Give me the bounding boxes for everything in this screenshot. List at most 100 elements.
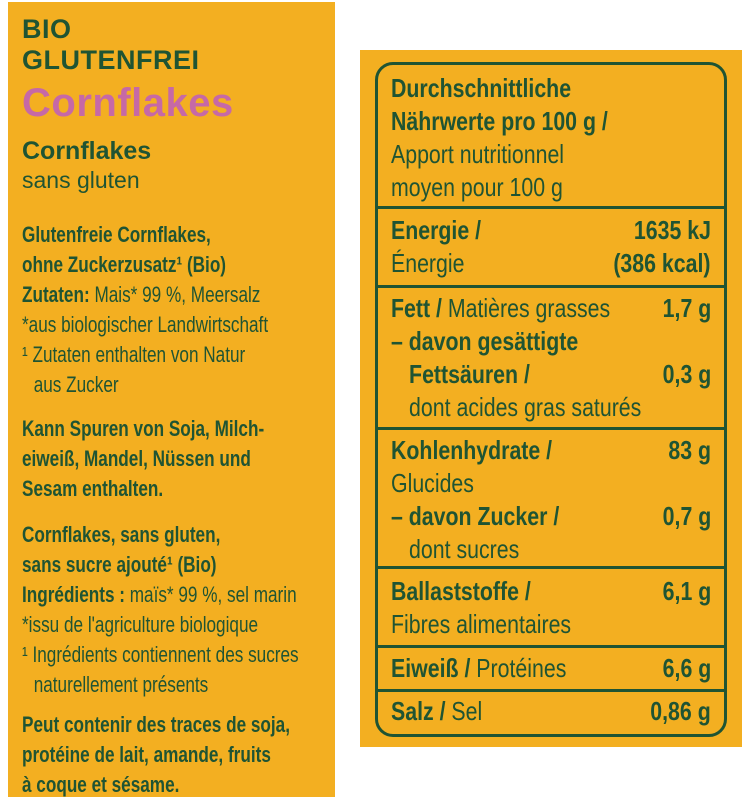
table-row-fat: Fett / Matières grasses 1,7 g – davon ges… <box>378 288 724 430</box>
text-regular: *aus biologischer Landwirtschaft <box>22 312 269 337</box>
text-line: *aus biologischer Landwirtschaft <box>22 310 268 340</box>
text-line: sans sucre ajouté¹ (Bio) <box>22 550 255 580</box>
table-row-carbohydrates: Kohlenhydrate / 83 g Glucides – davon Zuc… <box>378 430 724 569</box>
table-value: 0,3 g <box>662 359 711 389</box>
left-label-panel: BIO GLUTENFREI Cornflakes Cornflakes san… <box>8 2 335 797</box>
table-line: Energie / 1635 kJ <box>391 214 711 247</box>
text-line: protéine de lait, amande, fruits <box>22 740 271 770</box>
text-regular: ¹ Ingrédients contiennent des sucres <box>22 642 299 667</box>
table-line: Apport nutritionnel <box>391 138 711 171</box>
table-line: Fettsäuren / 0,3 g <box>391 358 711 391</box>
text-line: Peut contenir des traces de soja, <box>22 710 290 740</box>
text-regular: Mais* 99 %, Meersalz <box>94 282 261 307</box>
table-line: dont sucres <box>391 533 711 566</box>
table-line: Fibres alimentaires <box>391 608 711 641</box>
brand-line-glutenfrei: GLUTENFREI <box>22 45 200 75</box>
text-bold: ohne Zuckerzusatz¹ (Bio) <box>22 252 227 277</box>
table-value: 6,6 g <box>662 653 711 683</box>
table-label-bold: Fettsäuren / <box>409 359 530 389</box>
table-label-bold: Energie / <box>391 215 482 245</box>
nutrition-panel: Durchschnittliche Nährwerte pro 100 g / … <box>360 50 742 747</box>
table-line: Ballaststoffe / 6,1 g <box>391 575 711 608</box>
table-row-header: Durchschnittliche Nährwerte pro 100 g / … <box>378 65 724 209</box>
table-row-protein: Eiweiß / Protéines 6,6 g <box>378 648 724 692</box>
table-line: moyen pour 100 g <box>391 171 711 204</box>
table-label-regular: moyen pour 100 g <box>391 172 563 202</box>
text-line: eiweiß, Mandel, Nüssen und <box>22 444 255 474</box>
text-line: aus Zucker <box>22 370 255 400</box>
de-ingredients-paragraph: Glutenfreie Cornflakes, ohne Zuckerzusat… <box>22 220 321 400</box>
table-value: 6,1 g <box>662 576 711 606</box>
product-name: Cornflakes <box>22 81 234 125</box>
table-line: Durchschnittliche <box>391 72 711 105</box>
product-subtitle-de: Cornflakes <box>22 137 152 165</box>
text-line: ohne Zuckerzusatz¹ (Bio) <box>22 250 255 280</box>
text-bold: eiweiß, Mandel, Nüssen und <box>22 446 251 471</box>
text-bold: sans sucre ajouté¹ (Bio) <box>22 552 217 577</box>
de-allergen-paragraph: Kann Spuren von Soja, Milch- eiweiß, Man… <box>22 414 321 504</box>
table-label-regular: dont acides gras saturés <box>409 392 642 422</box>
text-line: Zutaten: Mais* 99 %, Meersalz <box>22 280 260 310</box>
table-line: Salz / Sel 0,86 g <box>391 695 711 728</box>
table-value: 0,7 g <box>662 501 711 531</box>
brand-line-bio: BIO <box>22 14 72 44</box>
table-label-regular: dont sucres <box>409 534 520 564</box>
text-line: naturellement présents <box>22 670 255 700</box>
table-label-regular: Matières grasses <box>447 293 611 323</box>
table-line: – davon Zucker / 0,7 g <box>391 500 711 533</box>
table-label-regular: Apport nutritionnel <box>391 139 565 169</box>
table-line: dont acides gras saturés <box>391 391 711 424</box>
text-bold: à coque et sésame. <box>22 772 180 797</box>
table-label-regular: Protéines <box>476 653 567 683</box>
table-line: Glucides <box>391 467 711 500</box>
text-line: ¹ Ingrédients contiennent des sucres <box>22 640 299 670</box>
fr-allergen-paragraph: Peut contenir des traces de soja, protéi… <box>22 710 321 800</box>
text-regular: maïs* 99 %, sel marin <box>129 582 297 607</box>
table-label-regular: Fibres alimentaires <box>391 609 572 639</box>
nutrition-table: Durchschnittliche Nährwerte pro 100 g / … <box>375 62 727 737</box>
table-row-fiber: Ballaststoffe / 6,1 g Fibres alimentaires <box>378 569 724 648</box>
text-line: Ingrédients : maïs* 99 %, sel marin <box>22 580 297 610</box>
text-bold: Glutenfreie Cornflakes, <box>22 222 211 247</box>
text-bold: protéine de lait, amande, fruits <box>22 742 271 767</box>
text-line: Cornflakes, sans gluten, <box>22 520 255 550</box>
product-subtitle-fr: sans gluten <box>22 167 140 193</box>
table-label-regular: Sel <box>451 696 483 726</box>
table-label-bold: – davon Zucker / <box>391 501 560 531</box>
table-label-bold: Salz / <box>391 696 452 726</box>
table-label-bold: Kohlenhydrate / <box>391 435 553 465</box>
table-value: (386 kcal) <box>613 248 711 278</box>
text-bold: Kann Spuren von Soja, Milch- <box>22 416 265 441</box>
table-value: 0,86 g <box>650 696 711 726</box>
table-value: 83 g <box>668 435 711 465</box>
table-label-bold: – davon gesättigte <box>391 326 579 356</box>
text-line: *issu de l'agriculture biologique <box>22 610 259 640</box>
text-line: ¹ Zutaten enthalten von Natur <box>22 340 255 370</box>
text-bold: Peut contenir des traces de soja, <box>22 712 290 737</box>
text-bold: Ingrédients : <box>22 582 130 607</box>
table-line: Eiweiß / Protéines 6,6 g <box>391 652 711 685</box>
table-label-regular: Énergie <box>391 248 465 278</box>
text-regular: aus Zucker <box>33 372 119 397</box>
table-row-energy: Energie / 1635 kJ Énergie (386 kcal) <box>378 209 724 288</box>
table-value: 1,7 g <box>662 293 711 323</box>
table-line: Fett / Matières grasses 1,7 g <box>391 292 711 325</box>
text-line: Sesam enthalten. <box>22 474 255 504</box>
table-line: Kohlenhydrate / 83 g <box>391 434 711 467</box>
table-value: 1635 kJ <box>633 215 711 245</box>
table-line: Énergie (386 kcal) <box>391 247 711 280</box>
table-row-salt: Salz / Sel 0,86 g <box>378 692 724 734</box>
table-line: – davon gesättigte <box>391 325 711 358</box>
text-regular: naturellement présents <box>33 672 209 697</box>
text-line: Kann Spuren von Soja, Milch- <box>22 414 264 444</box>
table-label-bold: Durchschnittliche <box>391 73 572 103</box>
text-bold: Cornflakes, sans gluten, <box>22 522 221 547</box>
text-regular: ¹ Zutaten enthalten von Natur <box>22 342 246 367</box>
text-regular: *issu de l'agriculture biologique <box>22 612 259 637</box>
fr-ingredients-paragraph: Cornflakes, sans gluten, sans sucre ajou… <box>22 520 321 700</box>
table-label-regular: Glucides <box>391 468 474 498</box>
table-label-bold: Ballaststoffe / <box>391 576 531 606</box>
text-bold: Zutaten: <box>22 282 95 307</box>
table-label-bold: Eiweiß / <box>391 653 477 683</box>
table-label-bold: Fett / <box>391 293 448 323</box>
